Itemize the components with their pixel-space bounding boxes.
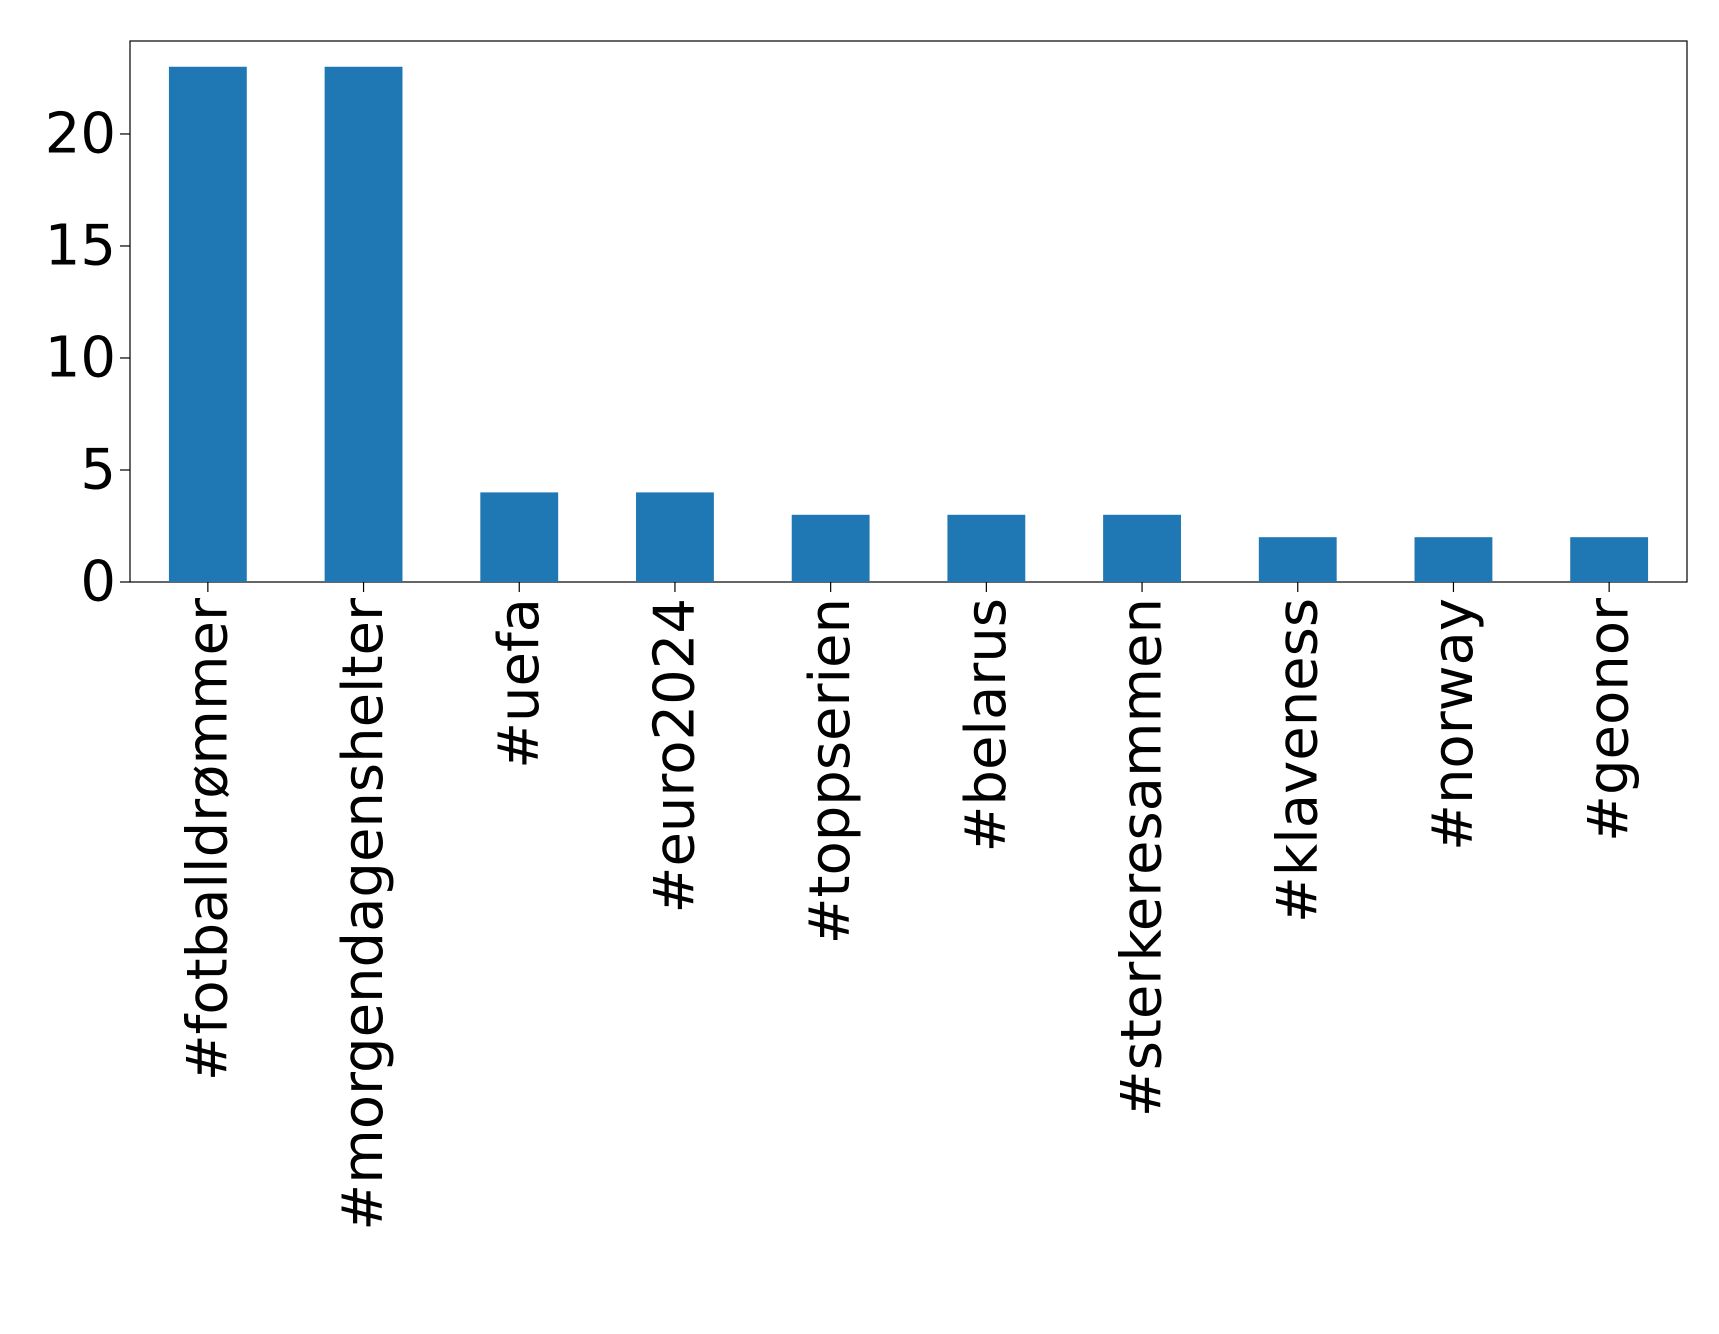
bar [1258,537,1337,582]
bar [324,66,403,582]
x-tick-label: #uefa [487,598,552,769]
x-tick-label: #morgendagenshelter [331,597,396,1231]
bar [1570,537,1649,582]
bar [480,492,559,582]
x-tick-label: #belarus [954,598,1019,853]
bar [636,492,714,582]
x-tick-label: #geonor [1577,597,1642,842]
bar [1103,514,1181,582]
bar [1414,537,1493,582]
bar [947,514,1026,582]
bar [168,66,247,582]
x-tick-label: #norway [1421,598,1486,851]
x-tick-label: #fotballdrømmer [175,597,240,1081]
y-tick-label: 15 [45,213,116,278]
y-tick-label: 10 [45,325,116,390]
y-tick-label: 20 [45,101,116,166]
y-tick-label: 5 [80,437,116,502]
y-tick-label: 0 [80,550,116,615]
x-tick-label: #klaveness [1265,598,1330,923]
x-tick-label: #sterkeresammen [1110,598,1175,1117]
bar [791,514,870,582]
axes-frame [129,40,1688,583]
x-tick-label: #euro2024 [642,598,707,913]
x-tick-label: #toppserien [798,598,863,944]
